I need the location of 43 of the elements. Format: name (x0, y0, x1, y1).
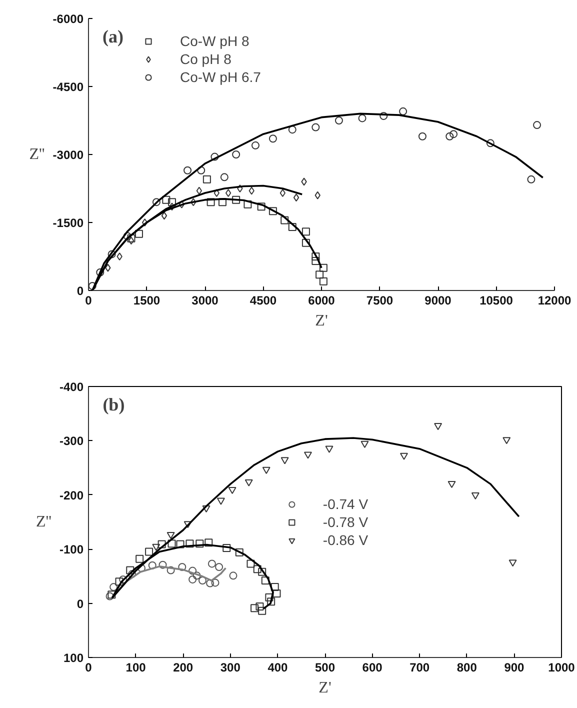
legend-label: -0.86 V (322, 530, 368, 548)
y-axis-title: Z'' (29, 146, 45, 163)
text: (a) (102, 26, 124, 47)
y-tick-label: -200 (59, 488, 84, 502)
x-tick-label: 700 (410, 660, 430, 674)
x-tick-label: 6000 (308, 294, 336, 308)
y-tick-label: -400 (59, 380, 84, 394)
x-tick-label: 0 (85, 660, 92, 674)
y-axis-title: Z'' (36, 514, 52, 530)
x-tick-label: 100 (126, 660, 146, 674)
x-axis-title: Z' (315, 312, 328, 330)
text: (b) (102, 394, 125, 415)
legend-label: -0.74 V (322, 494, 368, 512)
y-tick-label: 100 (63, 651, 84, 665)
x-tick-label: 12000 (538, 294, 572, 308)
y-tick-label: -300 (59, 434, 84, 448)
x-tick-label: 9000 (424, 294, 452, 308)
x-tick-label: 1500 (133, 294, 160, 308)
x-tick-label: 800 (456, 660, 478, 674)
y-tick-label: -4500 (52, 80, 84, 94)
x-tick-label: 3000 (192, 294, 219, 308)
x-tick-label: 200 (173, 660, 194, 674)
y-tick-label: -1500 (52, 216, 84, 230)
x-tick-label: 500 (314, 660, 336, 674)
y-tick-label: -3000 (52, 148, 84, 162)
legend-label: -0.78 V (322, 512, 368, 530)
x-tick-label: 4500 (250, 294, 277, 308)
x-tick-label: 600 (362, 660, 383, 674)
x-tick-label: 0 (85, 294, 92, 308)
x-tick-label: 400 (268, 660, 288, 674)
x-tick-label: 300 (220, 660, 241, 674)
x-tick-label: 1000 (548, 660, 576, 674)
x-axis-title: Z' (318, 680, 332, 696)
x-tick-label: 7500 (366, 294, 394, 308)
y-tick-label: -100 (59, 542, 84, 557)
y-tick-label: 0 (76, 596, 84, 611)
legend-label: Co-W pH 8 (180, 32, 250, 50)
legend-label: Co pH 8 (180, 50, 232, 68)
x-tick-label: 10500 (480, 294, 514, 308)
x-tick-label: 900 (504, 660, 525, 674)
y-tick-label: -6000 (52, 12, 84, 26)
legend-label: Co-W pH 6.7 (180, 68, 261, 86)
y-tick-label: 0 (76, 284, 84, 298)
